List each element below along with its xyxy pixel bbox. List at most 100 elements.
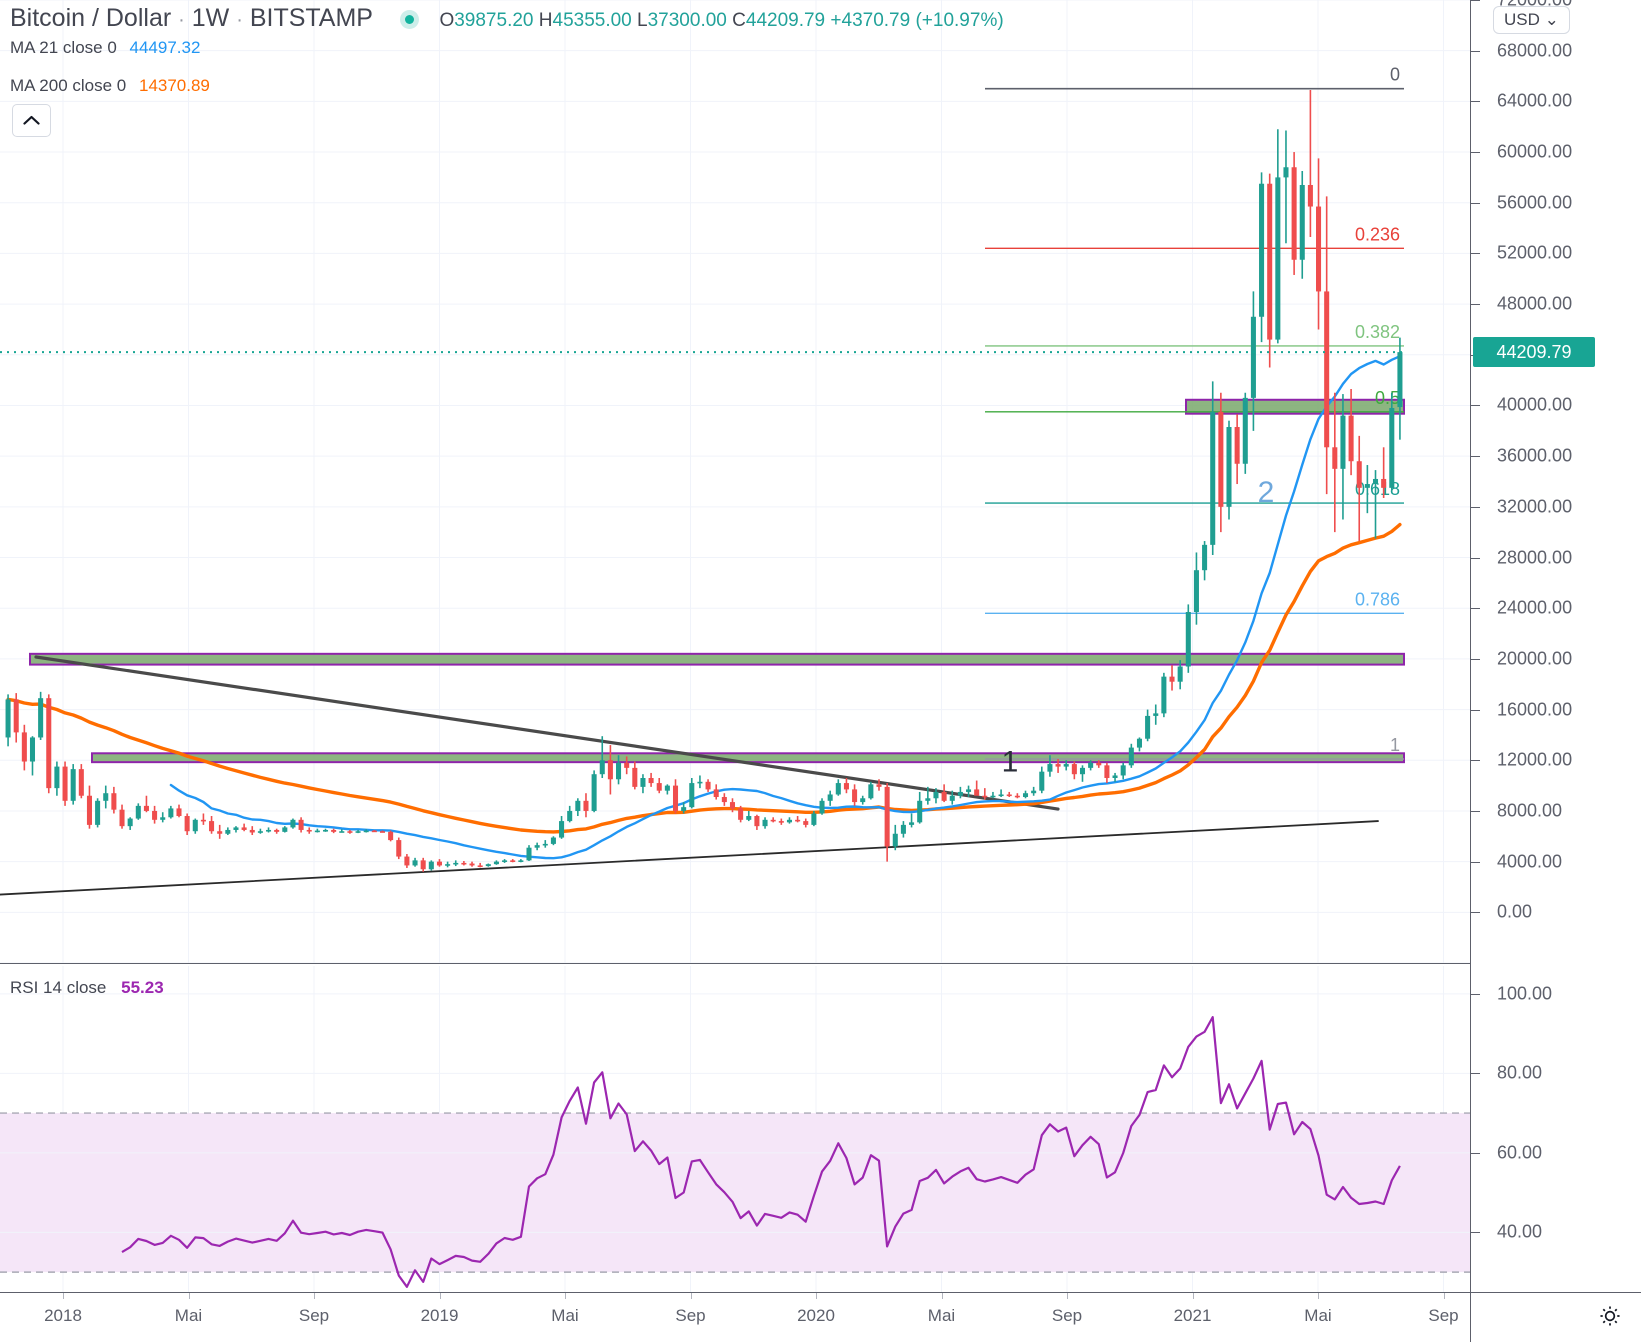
price-axis-label: 64000.00 [1497, 90, 1573, 111]
price-axis-tick [1471, 202, 1480, 204]
ohlc-low-value: 37300.00 [647, 10, 727, 31]
legend-ma21[interactable]: MA 21 close 0 44497.32 [10, 38, 200, 58]
time-axis-tick [565, 1293, 566, 1299]
wave-label-2: 2 [1258, 476, 1275, 509]
gear-icon[interactable] [1597, 1303, 1623, 1329]
time-axis[interactable]: 2018 Mai Sep 2019 Mai Sep 2020 Mai Sep 2021 Mai Sep [0, 1292, 1641, 1342]
price-axis-label: 24000.00 [1497, 597, 1573, 618]
chevron-up-icon [23, 115, 40, 125]
descending-trendline[interactable] [34, 655, 1060, 811]
time-axis-tick [690, 1293, 692, 1299]
fib-label-1: 1 [1390, 735, 1400, 755]
price-axis-label: 48000.00 [1497, 293, 1573, 314]
time-axis-label: 2018 [44, 1306, 82, 1325]
change-percent: (+10.97%) [915, 10, 1004, 31]
fib-label-0-786: 0.786 [1355, 589, 1400, 609]
rsi-axis-label: 80.00 [1497, 1062, 1543, 1083]
time-axis-label: Sep [298, 1306, 330, 1325]
time-axis-label: 2019 [420, 1306, 459, 1325]
rsi-axis-tick [1471, 993, 1480, 995]
rsi-axis-tick [1471, 1232, 1480, 1234]
legend-rsi-value: 55.23 [121, 978, 164, 997]
price-axis-label: 36000.00 [1497, 445, 1573, 466]
price-axis-label: 56000.00 [1497, 192, 1573, 213]
rsi-axis-label: 60.00 [1497, 1142, 1543, 1163]
price-axis[interactable]: USD ⌄ 72000.00 68000.00 64000.00 60000.00 56… [1471, 0, 1641, 1292]
upper-supply-zone[interactable] [29, 652, 1405, 666]
fib-level-0[interactable]: 0 [985, 65, 1404, 90]
price-axis-tick [1471, 152, 1480, 154]
price-axis-label: 0.00 [1497, 901, 1533, 922]
time-axis-label: Mai [551, 1306, 579, 1325]
candlestick-series [5, 89, 1403, 872]
price-axis-label: 20000.00 [1497, 648, 1573, 669]
current-price-tag[interactable]: 44209.79 [1473, 337, 1595, 368]
price-axis-label: 60000.00 [1497, 141, 1573, 162]
currency-selector[interactable]: USD ⌄ [1493, 6, 1570, 34]
time-axis-tick [1192, 1293, 1194, 1299]
fib-level-0-618[interactable]: 0.618 [985, 479, 1404, 504]
fib-level-0-786[interactable]: 0.786 [985, 589, 1404, 614]
legend-sep-1: · [178, 9, 185, 31]
rsi-axis-label: 40.00 [1497, 1221, 1543, 1242]
time-axis-label: Sep [675, 1306, 706, 1325]
time-axis-tick [816, 1293, 817, 1299]
ascending-trendline[interactable] [0, 820, 1379, 896]
price-axis-tick [1471, 456, 1480, 458]
time-axis-tick [1318, 1293, 1319, 1299]
axis-vertical-divider [1470, 0, 1471, 1292]
legend-ma200[interactable]: MA 200 close 0 14370.89 [10, 76, 210, 96]
price-axis-tick [1471, 506, 1480, 508]
fib-label-0-236: 0.236 [1355, 224, 1400, 244]
wave-label-1: 1 [1002, 746, 1019, 779]
ohlc-low-label: L [637, 10, 648, 31]
legend-interval[interactable]: 1W [191, 4, 230, 32]
legend-symbol[interactable]: Bitcoin / Dollar [10, 4, 172, 32]
chart-legend-title[interactable]: Bitcoin / Dollar · 1W · BITSTAMP O39875.… [10, 4, 1004, 33]
collapse-legend-button[interactable] [12, 104, 51, 137]
time-axis-tick [1443, 1293, 1445, 1299]
price-axis-label: 72000.00 [1497, 0, 1572, 11]
change-absolute: +4370.79 [830, 10, 911, 31]
ohlc-high-value: 45355.00 [552, 10, 632, 31]
price-axis-tick [1471, 760, 1480, 762]
ohlc-open-label: O [439, 10, 455, 31]
price-axis-tick [1471, 608, 1480, 610]
price-axis-tick [1471, 50, 1480, 52]
legend-ma200-label: MA 200 close 0 [10, 76, 127, 95]
price-axis-label: 12000.00 [1497, 749, 1573, 770]
price-axis-tick [1471, 557, 1480, 559]
price-chart-canvas: 0 0.236 0.382 0.5 0.618 0.786 1 1 2 [0, 0, 1470, 963]
ohlc-open-value: 39875.20 [454, 10, 534, 31]
price-axis-tick [1471, 253, 1480, 255]
price-axis-label: 52000.00 [1497, 242, 1573, 263]
mid-supply-zone[interactable] [1185, 398, 1405, 415]
price-axis-tick [1471, 658, 1480, 660]
time-axis-tick [941, 1293, 943, 1299]
price-axis-tick [1471, 912, 1480, 914]
time-axis-label: 2021 [1173, 1306, 1212, 1325]
time-axis-tick [1067, 1293, 1068, 1299]
price-axis-label: 28000.00 [1497, 547, 1573, 568]
legend-exchange[interactable]: BITSTAMP [249, 4, 373, 32]
time-axis-tick [439, 1293, 441, 1299]
price-axis-tick [1471, 304, 1480, 306]
fib-level-0-236[interactable]: 0.236 [985, 224, 1404, 250]
price-axis-label: 68000.00 [1497, 40, 1573, 61]
lower-supply-zone[interactable] [91, 752, 1405, 764]
rsi-pane[interactable]: RSI 14 close 55.23 [0, 966, 1470, 1292]
rsi-axis-tick [1471, 1073, 1480, 1075]
fib-level-0-382[interactable]: 0.382 [985, 322, 1404, 347]
price-axis-label: 4000.00 [1497, 851, 1563, 872]
legend-rsi[interactable]: RSI 14 close 55.23 [10, 978, 164, 998]
price-axis-label: 8000.00 [1497, 800, 1563, 821]
legend-ma21-value: 44497.32 [129, 38, 201, 57]
price-chart-pane[interactable]: 0 0.236 0.382 0.5 0.618 0.786 1 1 2 [0, 0, 1470, 963]
ohlc-close-label: C [732, 10, 746, 31]
time-axis-label: Sep [1428, 1306, 1459, 1325]
time-axis-tick [188, 1293, 190, 1299]
time-axis-divider [1470, 1293, 1471, 1342]
price-axis-tick [1471, 861, 1480, 863]
ma21-line [169, 355, 1402, 860]
ma200-line [6, 522, 1402, 834]
